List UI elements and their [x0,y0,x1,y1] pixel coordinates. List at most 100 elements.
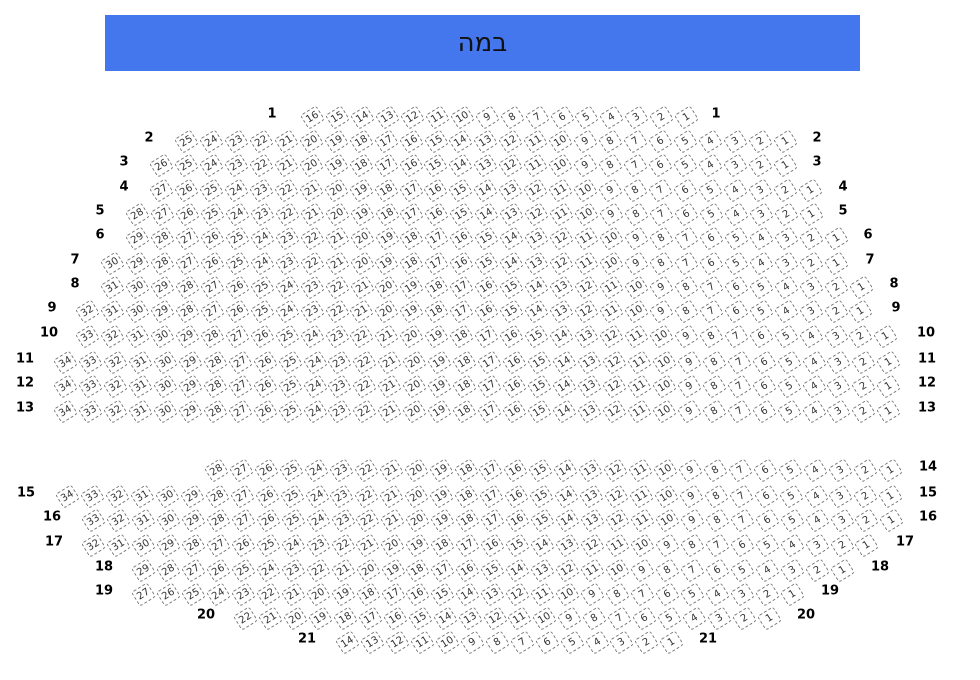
seat[interactable]: 17 [477,374,503,399]
seat[interactable]: 15 [499,275,525,300]
seat[interactable]: 25 [277,350,303,375]
seat[interactable]: 19 [427,399,453,424]
seat[interactable]: 14 [334,630,361,655]
seat[interactable]: 16 [455,558,481,583]
seat[interactable]: 29 [174,324,200,349]
seat[interactable]: 5 [776,374,802,399]
seat[interactable]: 19 [428,458,454,483]
seat[interactable]: 13 [554,533,581,558]
seat[interactable]: 9 [677,458,704,483]
seat[interactable]: 23 [327,374,353,399]
seat[interactable]: 6 [751,399,777,424]
seat[interactable]: 3 [826,399,852,424]
seat[interactable]: 10 [548,153,574,178]
seat[interactable]: 3 [748,202,774,227]
seat[interactable]: 25 [199,202,225,227]
seat[interactable]: 15 [423,129,449,154]
seat[interactable]: 24 [304,484,330,509]
seat[interactable]: 22 [305,558,331,583]
seat[interactable]: 20 [399,324,425,349]
seat[interactable]: 18 [430,533,456,558]
seat[interactable]: 25 [173,129,200,154]
seat[interactable]: 16 [502,374,528,399]
seat[interactable]: 31 [105,533,131,558]
seat[interactable]: 20 [282,606,308,631]
seat[interactable]: 6 [729,533,755,558]
seat[interactable]: 7 [607,606,633,631]
seat[interactable]: 13 [578,484,604,509]
seat[interactable]: 10 [434,630,460,655]
seat[interactable]: 10 [555,582,581,607]
seat[interactable]: 10 [598,226,625,251]
seat[interactable]: 25 [180,582,206,607]
seat[interactable]: 11 [626,399,652,424]
seat[interactable]: 9 [678,484,704,509]
seat[interactable]: 8 [704,508,730,533]
seat[interactable]: 14 [499,226,525,251]
seat[interactable]: 19 [323,153,349,178]
seat[interactable]: 25 [277,399,303,424]
seat[interactable]: 27 [199,299,225,324]
seat[interactable]: 19 [330,582,356,607]
seat[interactable]: 9 [598,178,624,203]
seat[interactable]: 9 [676,374,702,399]
seat[interactable]: 20 [402,350,428,375]
seat[interactable]: 2 [798,226,824,251]
seat[interactable]: 19 [405,533,431,558]
seat[interactable]: 6 [534,630,560,655]
seat[interactable]: 27 [130,582,157,607]
seat[interactable]: 4 [723,202,749,227]
seat[interactable]: 12 [573,275,600,300]
seat[interactable]: 14 [349,105,375,130]
seat[interactable]: 20 [298,153,324,178]
seat[interactable]: 7 [728,484,754,509]
seat[interactable]: 9 [673,324,699,349]
seat[interactable]: 2 [747,153,773,178]
seat[interactable]: 16 [502,399,528,424]
seat[interactable]: 20 [298,129,324,154]
seat[interactable]: 14 [499,251,525,276]
seat[interactable]: 25 [224,226,250,251]
seat[interactable]: 21 [349,275,375,300]
seat[interactable]: 17 [424,251,450,276]
seat[interactable]: 4 [722,178,748,203]
seat[interactable]: 32 [105,508,131,533]
seat[interactable]: 3 [706,606,733,631]
seat[interactable]: 15 [526,350,553,375]
seat[interactable]: 11 [628,458,654,483]
seat[interactable]: 23 [274,251,300,276]
seat[interactable]: 32 [102,399,128,424]
seat[interactable]: 20 [404,484,430,509]
seat[interactable]: 11 [626,374,652,399]
seat[interactable]: 21 [355,533,381,558]
seat[interactable]: 13 [498,178,524,203]
seat[interactable]: 20 [403,458,429,483]
seat[interactable]: 20 [380,533,406,558]
seat[interactable]: 24 [198,153,224,178]
seat[interactable]: 9 [580,582,606,607]
seat[interactable]: 17 [399,202,425,227]
seat[interactable]: 4 [804,508,830,533]
seat[interactable]: 21 [273,153,299,178]
seat[interactable]: 7 [648,202,674,227]
seat[interactable]: 11 [507,606,533,631]
seat[interactable]: 29 [177,350,203,375]
seat[interactable]: 4 [798,324,824,349]
seat[interactable]: 11 [574,226,600,251]
seat[interactable]: 12 [523,178,549,203]
seat[interactable]: 26 [253,458,279,483]
seat[interactable]: 4 [697,129,723,154]
seat[interactable]: 8 [679,533,705,558]
seat[interactable]: 30 [154,484,180,509]
seat[interactable]: 6 [698,251,724,276]
seat[interactable]: 23 [329,484,355,509]
seat[interactable]: 28 [204,484,230,509]
seat[interactable]: 15 [423,153,449,178]
seat[interactable]: 17 [477,399,503,424]
seat[interactable]: 19 [399,275,425,300]
seat[interactable]: 23 [299,299,325,324]
seat[interactable]: 29 [177,374,203,399]
seat[interactable]: 32 [104,484,130,509]
seat[interactable]: 5 [723,251,749,276]
seat[interactable]: 2 [634,630,660,655]
